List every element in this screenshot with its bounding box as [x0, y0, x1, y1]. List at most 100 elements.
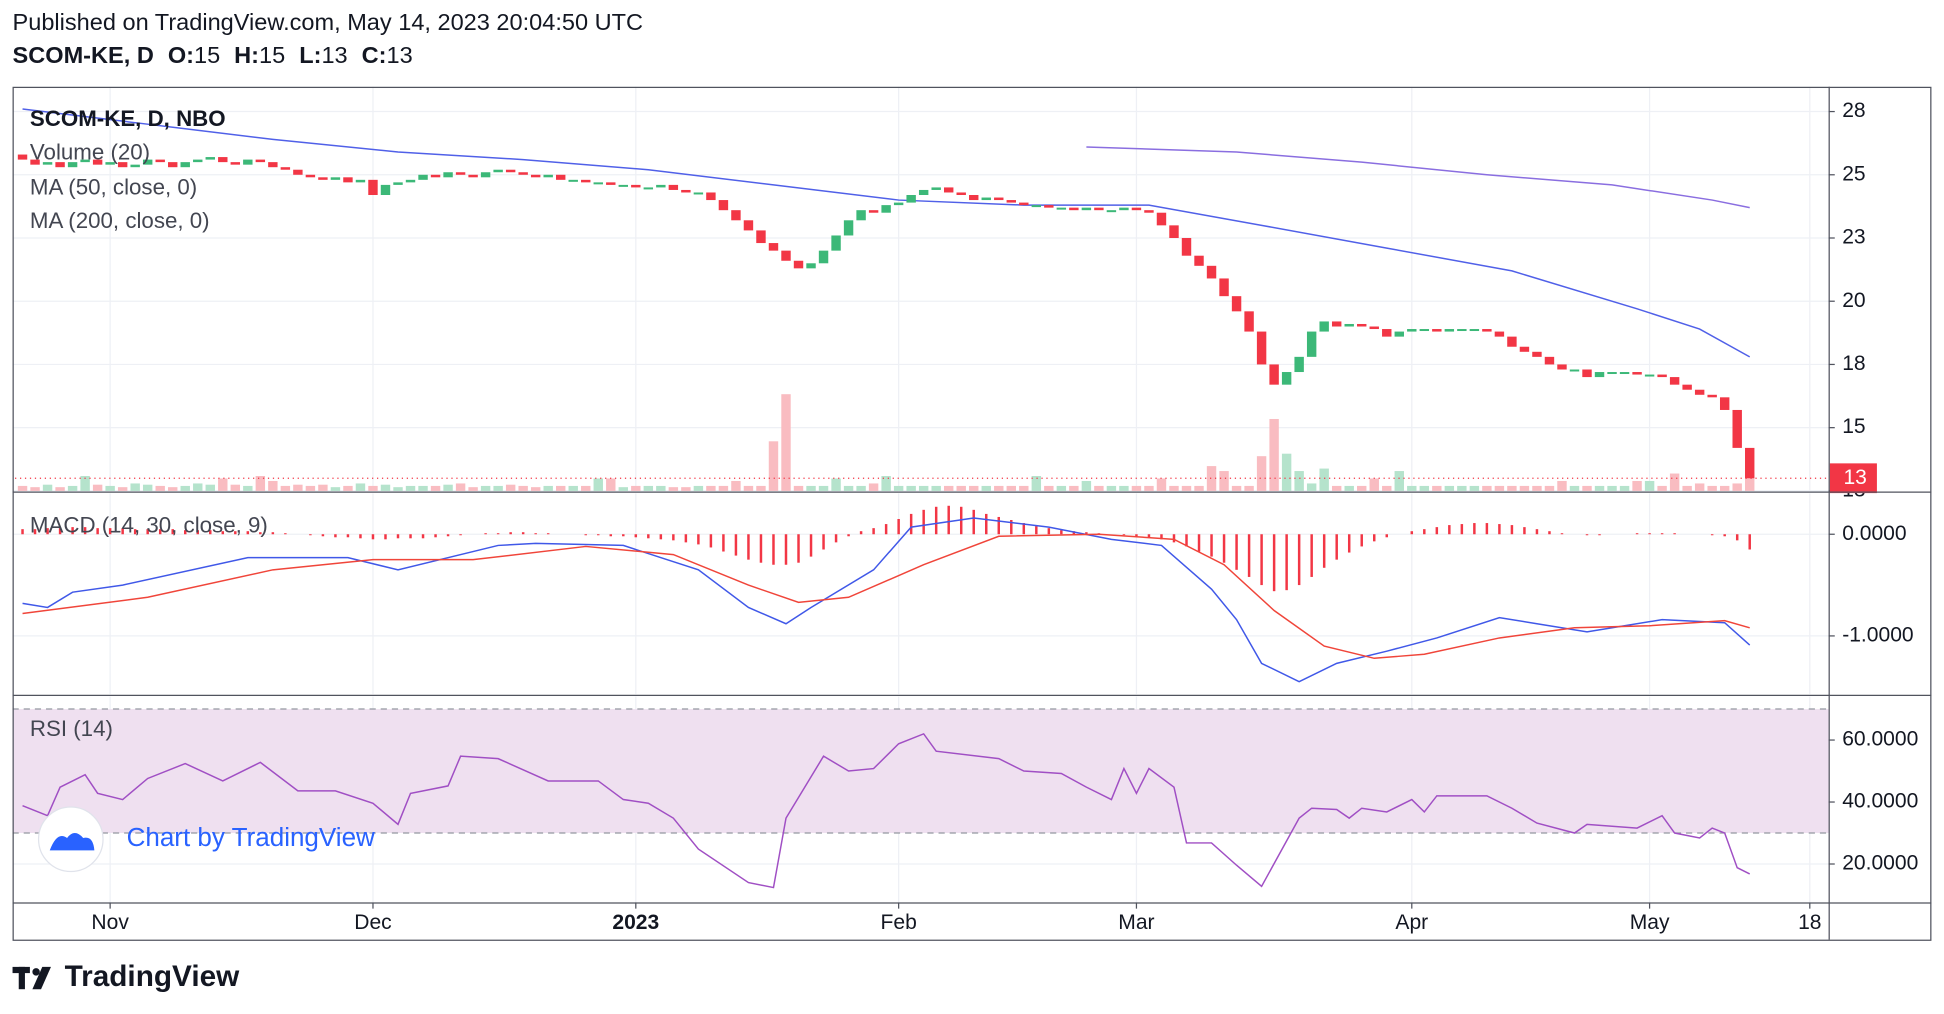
volume-bar — [1432, 485, 1442, 491]
candle — [168, 162, 178, 168]
x-tick-label: 18 — [1798, 911, 1821, 934]
grid-layer — [12, 86, 1835, 903]
volume-bar — [1632, 480, 1642, 491]
rsi-line — [22, 732, 1751, 889]
published-line: Published on TradingView.com, May 14, 20… — [13, 9, 643, 35]
candle — [1344, 323, 1354, 327]
candle — [193, 159, 203, 163]
legend-ma200: MA (200, close, 0) — [30, 208, 210, 233]
y-tick-label: 20.0000 — [1842, 852, 1918, 875]
candle — [530, 174, 541, 178]
volume-bar — [142, 484, 153, 491]
footer-brand[interactable]: TradingView — [65, 960, 241, 993]
candle — [1619, 372, 1630, 375]
candle — [343, 177, 353, 183]
volume-bar — [881, 476, 891, 491]
volume-bar — [1544, 485, 1555, 491]
volume-bar — [268, 480, 278, 491]
candle — [1607, 372, 1617, 375]
candle — [1544, 356, 1555, 365]
volume-bar — [1319, 468, 1329, 491]
candle — [1632, 372, 1642, 375]
macd-line — [22, 517, 1751, 683]
candle — [1719, 397, 1730, 410]
candle — [868, 210, 879, 213]
volume-bar — [843, 485, 854, 491]
volume-bar — [92, 484, 103, 491]
ohlc-value: 13 — [387, 42, 413, 68]
watermark-text[interactable]: Chart by TradingView — [127, 822, 375, 852]
candle — [931, 187, 941, 190]
volume-bar — [42, 484, 53, 491]
volume-bar — [1206, 466, 1217, 491]
volume-bar — [480, 485, 491, 491]
volume-bar — [155, 485, 165, 491]
y-tick-label: 28 — [1842, 99, 1865, 122]
candle — [405, 179, 416, 183]
volume-bar — [1357, 485, 1367, 491]
candle — [393, 182, 403, 185]
candle — [981, 197, 991, 201]
volume-bar — [168, 487, 178, 491]
volume-bar — [631, 485, 641, 491]
ma-line — [22, 108, 1751, 358]
candle — [706, 192, 716, 201]
symbol-line: SCOM-KE, D O:15 H:15 L:13 C:13 — [13, 42, 413, 68]
volume-bar — [1244, 485, 1254, 491]
candle — [1181, 237, 1192, 256]
y-tick-label: 15 — [1842, 415, 1865, 438]
volume-bar — [1231, 485, 1242, 491]
volume-bar — [1682, 485, 1692, 491]
candle — [1644, 374, 1655, 377]
volume-bar — [743, 485, 754, 491]
volume-bar — [1194, 485, 1204, 491]
candle — [230, 162, 241, 165]
legend-ma50: MA (50, close, 0) — [30, 174, 197, 199]
volume-bar — [80, 476, 90, 491]
volume-bar — [781, 394, 791, 491]
candle — [105, 162, 115, 165]
candle — [180, 162, 190, 168]
volume-bar — [681, 487, 691, 491]
volume-bar — [1156, 478, 1167, 491]
candle — [1019, 202, 1029, 206]
ma-line — [1086, 146, 1750, 209]
candle — [443, 172, 453, 178]
volume-bar — [1269, 418, 1279, 491]
candle — [142, 159, 153, 165]
candle — [380, 184, 391, 196]
volume-bar — [931, 485, 941, 491]
candle — [1006, 200, 1016, 203]
candle — [355, 179, 366, 183]
volume-bar — [30, 487, 40, 491]
candle — [1669, 377, 1680, 385]
frame — [12, 86, 1932, 941]
candle — [1469, 329, 1480, 332]
candle — [1106, 210, 1117, 213]
candle — [1694, 389, 1705, 395]
volume-bar — [668, 487, 679, 491]
candle — [843, 220, 854, 236]
x-tick-label: Dec — [354, 911, 391, 934]
candle — [1657, 374, 1667, 378]
legend-macd: MACD (14, 30, close, 9) — [30, 513, 268, 538]
candle — [205, 157, 215, 160]
labels-layer: SCOM-KE, D, NBO Volume (20) MA (50, clos… — [30, 99, 1918, 934]
candle — [1131, 207, 1142, 211]
candle — [1206, 265, 1217, 279]
candle — [1394, 331, 1404, 337]
rsi-band — [12, 709, 1829, 834]
volume-bar — [1707, 485, 1717, 491]
candle — [1382, 329, 1392, 337]
candle — [318, 177, 328, 180]
volume-bar — [330, 487, 341, 491]
y-tick-label: 20 — [1842, 289, 1865, 312]
candle — [255, 159, 266, 163]
candle — [1582, 369, 1592, 378]
volume-bar — [1469, 485, 1480, 491]
legend-rsi: RSI (14) — [30, 716, 113, 741]
volume-bar — [718, 485, 729, 491]
x-tick-label: 2023 — [612, 911, 659, 934]
volume-bar — [969, 485, 979, 491]
